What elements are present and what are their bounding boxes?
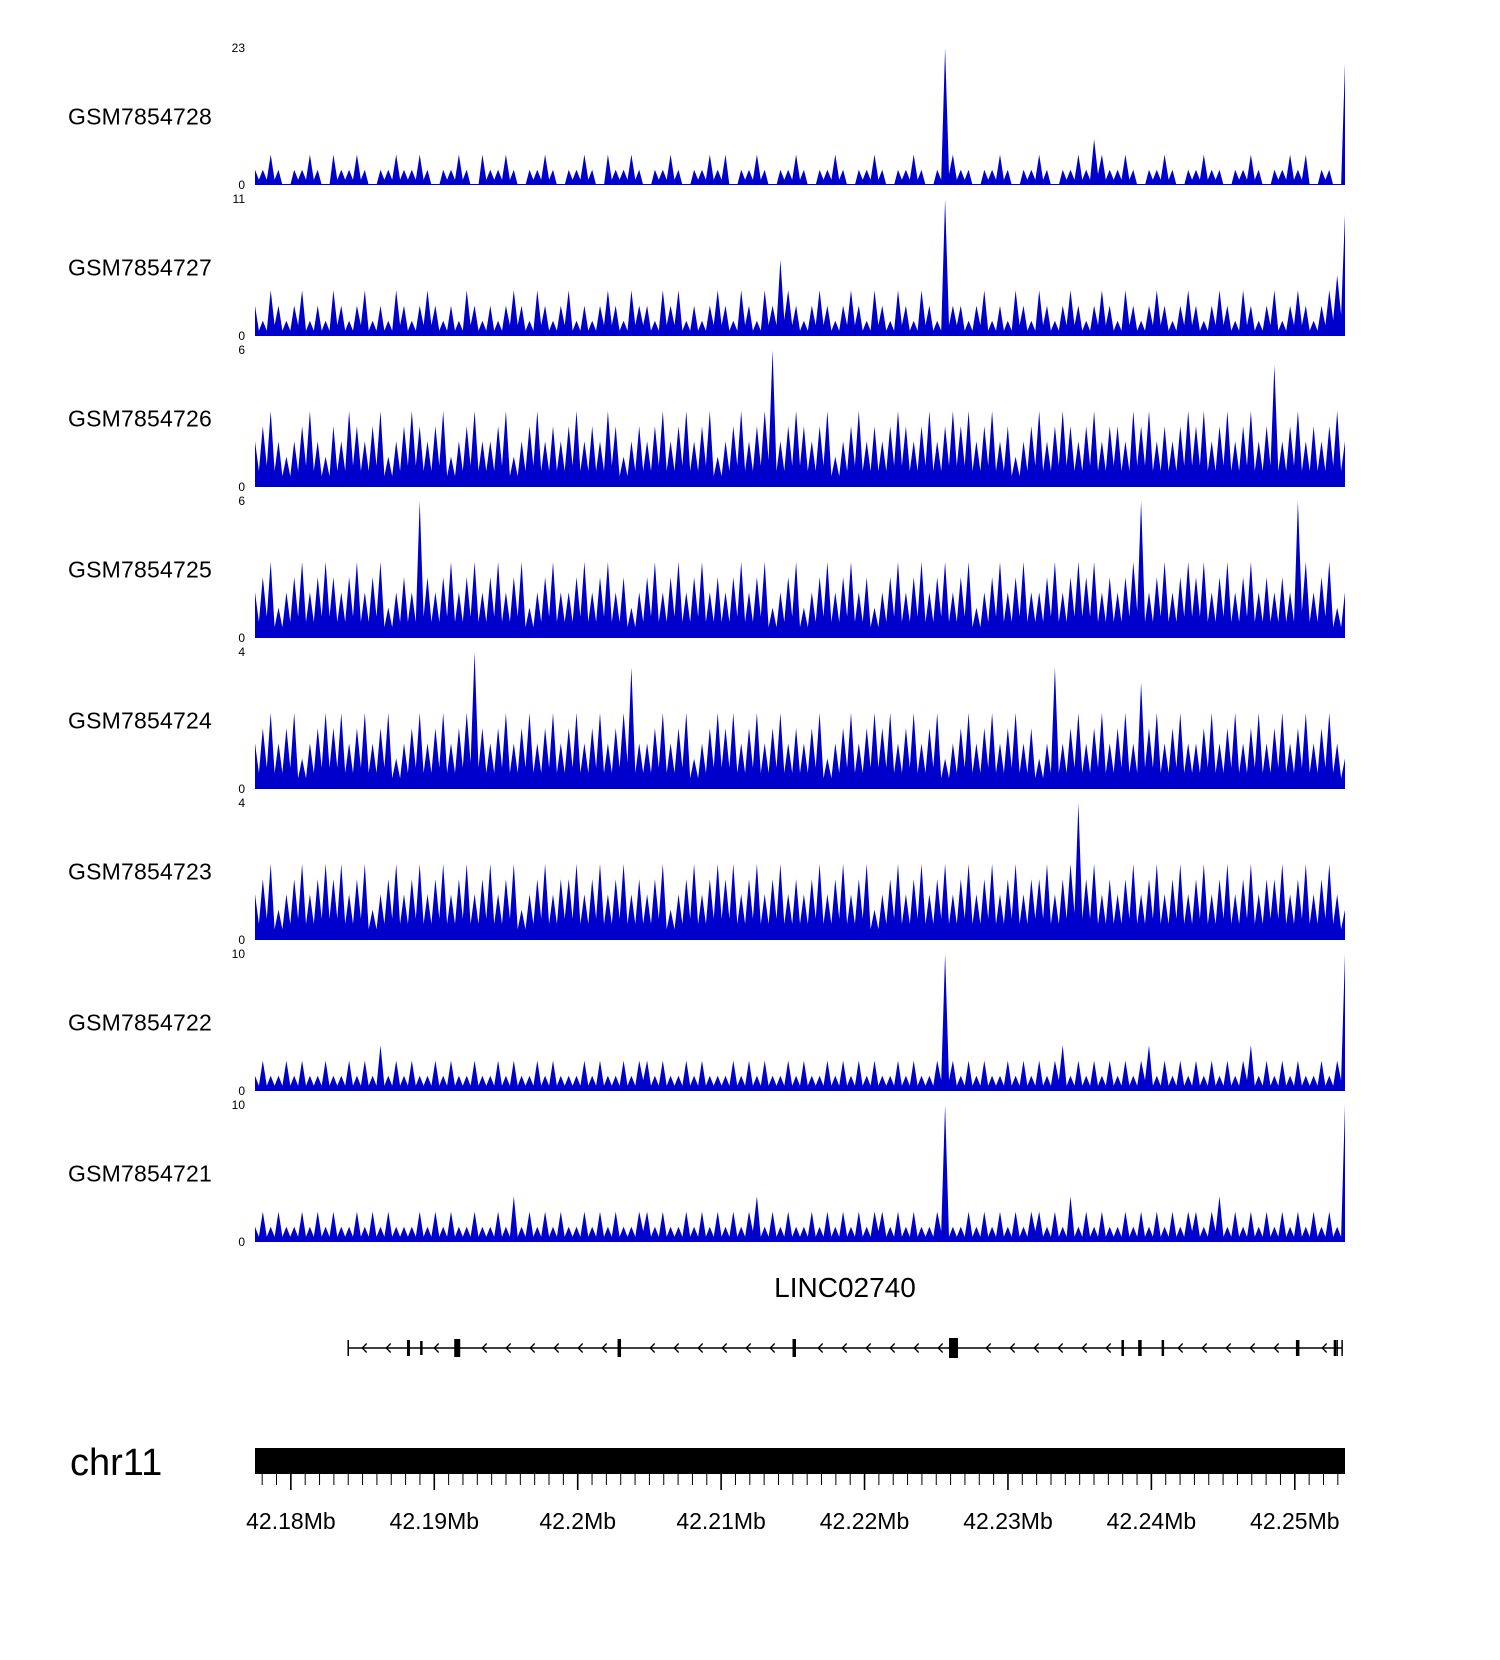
coverage-track-row: GSM7854722 10 0 (0, 947, 1500, 1098)
y-axis-zero-label: 0 (238, 178, 245, 192)
y-axis-zero-label: 0 (238, 480, 245, 494)
track-label: GSM7854725 (68, 556, 212, 582)
y-axis-max-label: 6 (238, 494, 245, 508)
x-axis-tick-label: 42.23Mb (963, 1508, 1053, 1534)
coverage-area-chart (255, 48, 1345, 185)
y-axis-zero-label: 0 (238, 782, 245, 796)
coverage-track-row: GSM7854723 4 0 (0, 796, 1500, 947)
x-axis-tick-label: 42.25Mb (1250, 1508, 1340, 1534)
track-label: GSM7854721 (68, 1160, 212, 1186)
x-axis-tick-label: 42.18Mb (246, 1508, 336, 1534)
track-label: GSM7854726 (68, 405, 212, 431)
y-axis-max-label: 10 (231, 947, 245, 961)
track-label: GSM7854722 (68, 1009, 212, 1035)
x-axis-tick-label: 42.24Mb (1106, 1508, 1197, 1534)
x-axis-tick-labels: 42.18Mb 42.19Mb 42.2Mb 42.21Mb 42.22Mb 4… (246, 1508, 1345, 1542)
coverage-track-row: GSM7854728 23 0 (0, 41, 1500, 192)
coverage-track-row: GSM7854725 6 0 (0, 494, 1500, 645)
y-axis-zero-label: 0 (238, 1235, 245, 1249)
gene-model-diagram (347, 1338, 1343, 1358)
y-axis-max-label: 4 (238, 645, 245, 659)
gene-name-label: LINC02740 (774, 1272, 916, 1303)
x-axis-tick-label: 42.22Mb (819, 1508, 910, 1534)
coverage-track-row: GSM7854721 10 0 (0, 1098, 1500, 1249)
track-label: GSM7854727 (68, 254, 212, 280)
y-axis-max-label: 23 (231, 41, 245, 55)
coverage-track-row: GSM7854724 4 0 (0, 645, 1500, 796)
x-axis-tick-label: 42.2Mb (539, 1508, 617, 1534)
coverage-area-chart (255, 954, 1345, 1091)
track-label: GSM7854724 (68, 707, 212, 733)
x-axis-tick-label: 42.19Mb (389, 1508, 480, 1534)
chromosome-bar-and-ruler (255, 1448, 1345, 1490)
coverage-area-chart (255, 803, 1345, 940)
track-label: GSM7854728 (68, 103, 212, 129)
coverage-track-row: GSM7854726 6 0 (0, 343, 1500, 494)
y-axis-zero-label: 0 (238, 631, 245, 645)
y-axis-max-label: 6 (238, 343, 245, 357)
track-label: GSM7854723 (68, 858, 212, 884)
coverage-area-chart (255, 501, 1345, 638)
y-axis-zero-label: 0 (238, 329, 245, 343)
y-axis-max-label: 4 (238, 796, 245, 810)
coverage-area-chart (255, 652, 1345, 789)
x-axis-tick-label: 42.21Mb (676, 1508, 766, 1534)
coverage-track-row: GSM7854727 11 0 (0, 192, 1500, 343)
chromosome-label: chr11 (70, 1442, 163, 1484)
coverage-area-chart (255, 1105, 1345, 1242)
coverage-area-chart (255, 199, 1345, 336)
y-axis-zero-label: 0 (238, 1084, 245, 1098)
coverage-area-chart (255, 350, 1345, 487)
y-axis-max-label: 11 (232, 192, 245, 206)
y-axis-max-label: 10 (231, 1098, 245, 1112)
y-axis-zero-label: 0 (238, 933, 245, 947)
